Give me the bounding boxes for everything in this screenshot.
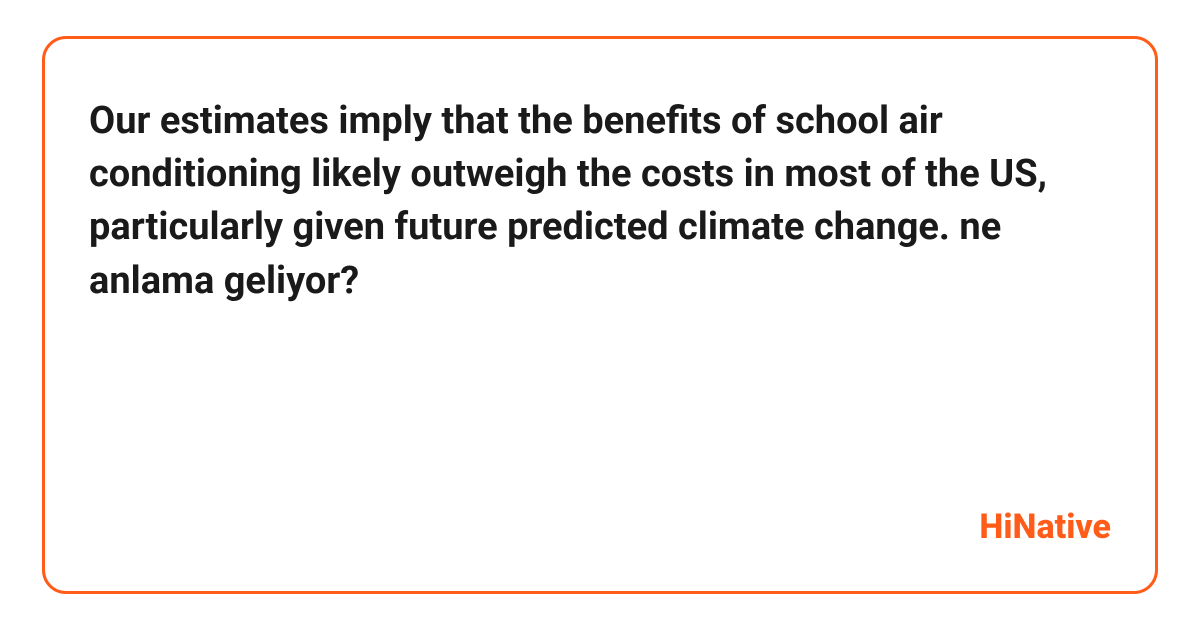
question-card: Our estimates imply that the benefits of… <box>42 36 1158 594</box>
brand-logo: HiNative <box>979 507 1111 547</box>
question-text: Our estimates imply that the benefits of… <box>89 95 1111 308</box>
